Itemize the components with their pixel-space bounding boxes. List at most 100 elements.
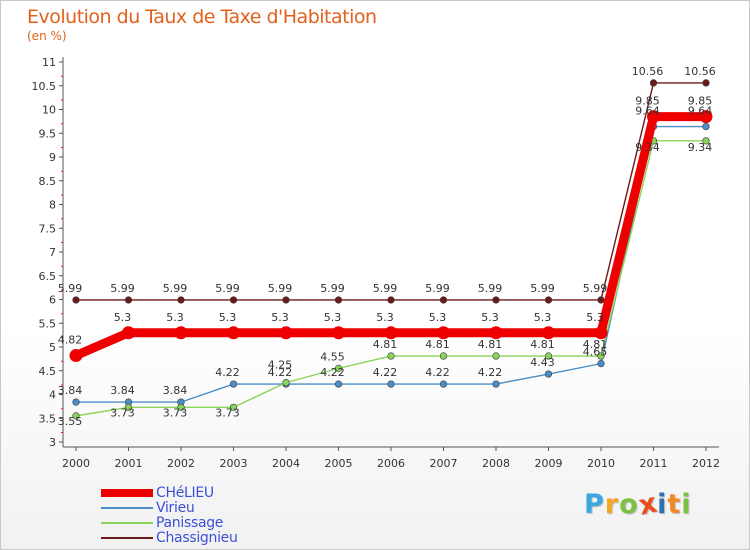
chart-subtitle: (en %) — [27, 29, 67, 43]
data-point-chassignieu — [492, 296, 500, 304]
data-point-chlieu — [594, 326, 608, 340]
y-tick-label: 8.5 — [39, 175, 57, 188]
data-label-panissage: 3.73 — [215, 406, 240, 419]
data-point-panissage — [439, 352, 448, 360]
y-tick-label: 10 — [42, 104, 56, 117]
data-point-chlieu — [384, 326, 398, 340]
y-tick-label: 10.5 — [32, 80, 57, 93]
logo-letter: r — [604, 489, 620, 520]
y-tick-label: 5.5 — [39, 317, 57, 330]
y-tick-label: 6 — [49, 294, 56, 307]
data-point-chlieu — [489, 326, 503, 340]
data-label-chassignieu: 5.99 — [425, 282, 450, 295]
data-point-panissage — [124, 403, 133, 411]
x-tick-label: 2011 — [640, 457, 668, 470]
data-label-chassignieu: 5.99 — [163, 282, 188, 295]
data-point-chassignieu — [387, 296, 395, 304]
legend-swatch-panissage — [101, 522, 153, 524]
logo-letter: i — [657, 489, 668, 520]
legend-label-panissage: Panissage — [156, 515, 224, 531]
proxiti-logo: Proxiti — [584, 487, 692, 521]
x-tick-label: 2003 — [220, 457, 248, 470]
data-point-chlieu — [279, 326, 293, 340]
data-point-chlieu — [122, 326, 135, 340]
x-tick-label: 2008 — [482, 457, 510, 470]
data-point-chassignieu — [544, 296, 553, 304]
x-tick-label: 2007 — [430, 457, 458, 470]
data-label-panissage: 4.81 — [583, 338, 608, 351]
legend-swatch-chassignieu — [101, 537, 153, 539]
data-point-virieu — [334, 380, 343, 388]
data-label-virieu: 4.22 — [215, 366, 240, 379]
data-label-panissage: 4.55 — [320, 350, 345, 363]
data-point-panissage — [387, 352, 395, 360]
data-point-panissage — [334, 364, 343, 372]
logo-letter: o — [619, 489, 639, 520]
x-tick-label: 2010 — [587, 457, 615, 470]
data-label-chlieu: 5.3 — [376, 311, 394, 324]
data-point-virieu — [387, 380, 395, 388]
data-label-chassignieu: 5.99 — [530, 282, 555, 295]
x-tick-label: 2004 — [272, 457, 300, 470]
data-label-chlieu: 5.3 — [534, 311, 552, 324]
data-point-chlieu — [647, 110, 660, 124]
legend-label-chassignieu: Chassignieu — [156, 530, 238, 546]
data-label-panissage: 4.81 — [373, 338, 398, 351]
data-point-chlieu — [699, 110, 713, 124]
y-tick-label: 7 — [49, 246, 56, 259]
data-label-virieu: 4.22 — [268, 366, 293, 379]
data-label-virieu: 4.22 — [478, 366, 503, 379]
data-label-chassignieu: 5.99 — [583, 282, 608, 295]
data-label-panissage: 4.81 — [478, 338, 503, 351]
data-point-chassignieu — [649, 79, 658, 87]
data-point-chassignieu — [229, 296, 238, 304]
data-point-virieu — [439, 380, 448, 388]
y-tick-label: 7.5 — [39, 222, 57, 235]
data-point-chlieu — [227, 326, 240, 340]
data-label-panissage: 4.25 — [268, 359, 293, 372]
x-tick-label: 2006 — [377, 457, 405, 470]
legend-swatch-chelieu — [101, 489, 153, 497]
series-line-chassignieu — [75, 82, 707, 301]
chart-axes: 33.544.555.566.577.588.599.51010.5112000… — [32, 56, 721, 470]
legend-label-chelieu: CHéLIEU — [156, 485, 214, 501]
data-label-virieu: 9.64 — [635, 105, 660, 118]
data-label-chassignieu: 10.56 — [684, 65, 716, 78]
y-tick-label: 3.5 — [39, 412, 57, 425]
data-point-panissage — [177, 403, 185, 411]
chart-series — [69, 79, 713, 420]
data-point-chassignieu — [597, 296, 605, 304]
data-label-panissage: 3.73 — [163, 406, 188, 419]
logo-letter: P — [584, 489, 605, 520]
y-tick-label: 5 — [49, 341, 56, 354]
data-label-chassignieu: 5.99 — [478, 282, 503, 295]
y-tick-label: 9 — [49, 151, 56, 164]
data-label-virieu: 4.65 — [583, 346, 608, 359]
data-point-panissage — [282, 379, 290, 387]
data-label-chlieu: 5.3 — [166, 311, 184, 324]
x-tick-label: 2000 — [62, 457, 90, 470]
series-line-virieu — [75, 125, 707, 403]
legend-label-virieu: Virieu — [156, 500, 195, 516]
data-point-chassignieu — [177, 296, 185, 304]
data-label-chlieu: 5.3 — [481, 311, 499, 324]
data-point-chlieu — [69, 349, 83, 363]
chart-title: Evolution du Taux de Taxe d'Habitation — [27, 6, 377, 28]
data-label-virieu: 4.22 — [373, 366, 398, 379]
data-label-panissage: 4.81 — [425, 338, 450, 351]
data-label-chlieu: 5.3 — [271, 311, 289, 324]
y-tick-label: 4 — [49, 389, 56, 402]
data-label-virieu: 4.43 — [530, 356, 555, 369]
data-label-chassignieu: 5.99 — [110, 282, 135, 295]
data-label-chassignieu: 5.99 — [320, 282, 345, 295]
x-tick-label: 2002 — [167, 457, 195, 470]
data-point-panissage — [544, 352, 553, 360]
data-point-chlieu — [332, 326, 345, 340]
x-tick-label: 2005 — [325, 457, 353, 470]
y-tick-label: 8 — [49, 199, 56, 212]
data-point-virieu — [72, 398, 80, 406]
data-label-chlieu: 5.3 — [114, 311, 132, 324]
data-point-chassignieu — [282, 296, 290, 304]
